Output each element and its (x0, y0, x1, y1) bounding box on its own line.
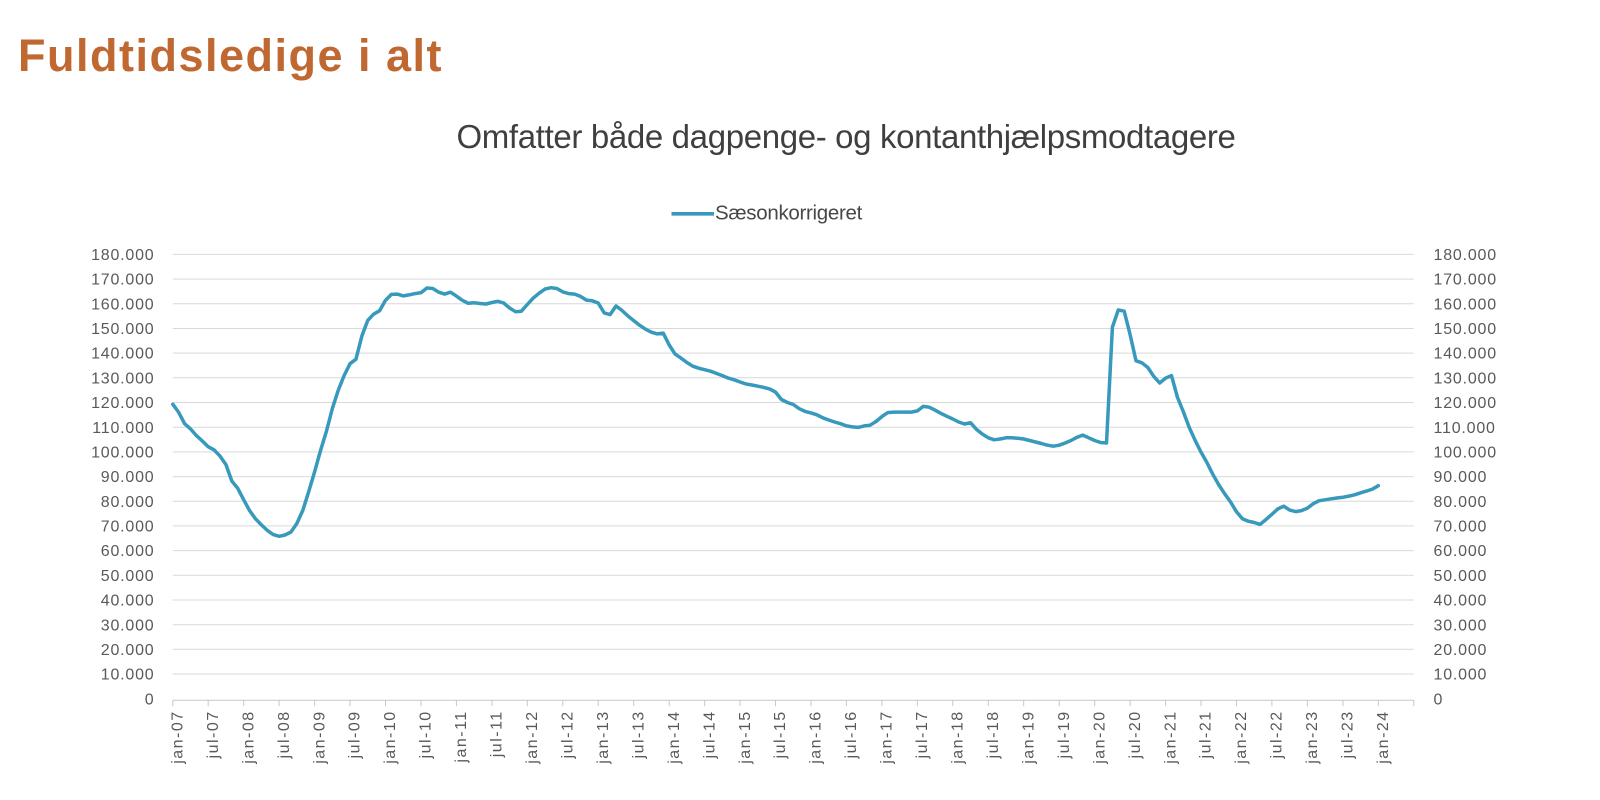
svg-text:120.000: 120.000 (1434, 395, 1497, 412)
svg-text:jul-08: jul-08 (276, 710, 293, 759)
svg-text:160.000: 160.000 (91, 296, 154, 313)
svg-text:70.000: 70.000 (1434, 519, 1488, 536)
svg-text:jan-12: jan-12 (524, 710, 541, 764)
svg-text:jan-16: jan-16 (808, 710, 825, 764)
svg-text:jul-17: jul-17 (914, 710, 931, 759)
svg-text:jul-14: jul-14 (701, 710, 718, 759)
svg-text:30.000: 30.000 (1434, 617, 1488, 634)
svg-text:jul-22: jul-22 (1269, 710, 1286, 759)
svg-text:50.000: 50.000 (1434, 568, 1488, 585)
svg-text:jan-11: jan-11 (453, 710, 470, 763)
svg-text:60.000: 60.000 (1434, 543, 1488, 560)
svg-text:jan-23: jan-23 (1304, 710, 1321, 764)
svg-text:jan-19: jan-19 (1020, 710, 1037, 764)
svg-text:Sæsonkorrigeret: Sæsonkorrigeret (715, 201, 863, 224)
svg-text:jul-11: jul-11 (489, 710, 506, 758)
svg-text:10.000: 10.000 (101, 667, 155, 684)
svg-text:100.000: 100.000 (1434, 445, 1497, 462)
svg-text:150.000: 150.000 (91, 321, 154, 338)
svg-text:jul-10: jul-10 (418, 710, 435, 759)
svg-text:120.000: 120.000 (91, 395, 154, 412)
svg-text:jul-15: jul-15 (772, 710, 789, 759)
svg-text:jan-13: jan-13 (595, 710, 612, 764)
svg-text:130.000: 130.000 (91, 370, 154, 387)
svg-text:160.000: 160.000 (1434, 296, 1497, 313)
svg-text:40.000: 40.000 (1434, 593, 1488, 610)
svg-text:140.000: 140.000 (1434, 346, 1497, 363)
svg-text:60.000: 60.000 (101, 543, 155, 560)
svg-text:10.000: 10.000 (1434, 667, 1488, 684)
svg-text:jan-20: jan-20 (1091, 710, 1108, 764)
svg-text:0: 0 (145, 691, 155, 708)
svg-text:jan-22: jan-22 (1233, 710, 1250, 764)
svg-text:jan-07: jan-07 (169, 710, 186, 764)
svg-text:130.000: 130.000 (1434, 370, 1497, 387)
svg-text:jan-15: jan-15 (737, 710, 754, 764)
svg-text:jan-10: jan-10 (382, 710, 399, 764)
svg-text:110.000: 110.000 (92, 420, 154, 437)
svg-text:30.000: 30.000 (101, 617, 155, 634)
svg-text:80.000: 80.000 (1434, 494, 1488, 511)
svg-text:90.000: 90.000 (1434, 469, 1488, 486)
svg-text:jul-20: jul-20 (1127, 710, 1144, 759)
svg-text:0: 0 (1434, 691, 1444, 708)
svg-text:20.000: 20.000 (1434, 642, 1488, 659)
svg-text:jul-07: jul-07 (205, 710, 222, 759)
svg-text:jul-23: jul-23 (1340, 710, 1357, 759)
svg-text:150.000: 150.000 (1434, 321, 1497, 338)
svg-text:jan-14: jan-14 (666, 710, 683, 764)
svg-text:jan-17: jan-17 (879, 710, 896, 764)
svg-text:jan-21: jan-21 (1162, 710, 1179, 764)
svg-text:jul-18: jul-18 (985, 710, 1002, 759)
svg-text:110.000: 110.000 (1434, 420, 1496, 437)
svg-text:jan-18: jan-18 (950, 710, 967, 764)
svg-text:jul-09: jul-09 (347, 710, 364, 759)
svg-text:40.000: 40.000 (101, 593, 155, 610)
svg-text:jul-16: jul-16 (843, 710, 860, 759)
svg-text:70.000: 70.000 (101, 519, 155, 536)
svg-text:90.000: 90.000 (101, 469, 155, 486)
svg-text:140.000: 140.000 (91, 346, 154, 363)
svg-text:jul-12: jul-12 (560, 710, 577, 759)
svg-text:jul-19: jul-19 (1056, 710, 1073, 759)
svg-text:jul-13: jul-13 (630, 710, 647, 759)
svg-text:80.000: 80.000 (101, 494, 155, 511)
svg-text:170.000: 170.000 (91, 272, 154, 289)
svg-text:180.000: 180.000 (91, 247, 154, 264)
svg-text:jul-21: jul-21 (1198, 710, 1215, 759)
svg-text:170.000: 170.000 (1434, 272, 1497, 289)
svg-text:180.000: 180.000 (1434, 247, 1497, 264)
svg-text:jan-08: jan-08 (240, 710, 257, 764)
svg-text:jan-24: jan-24 (1375, 710, 1392, 764)
svg-text:jan-09: jan-09 (311, 710, 328, 764)
svg-text:100.000: 100.000 (91, 445, 154, 462)
svg-text:20.000: 20.000 (101, 642, 155, 659)
svg-text:50.000: 50.000 (101, 568, 155, 585)
